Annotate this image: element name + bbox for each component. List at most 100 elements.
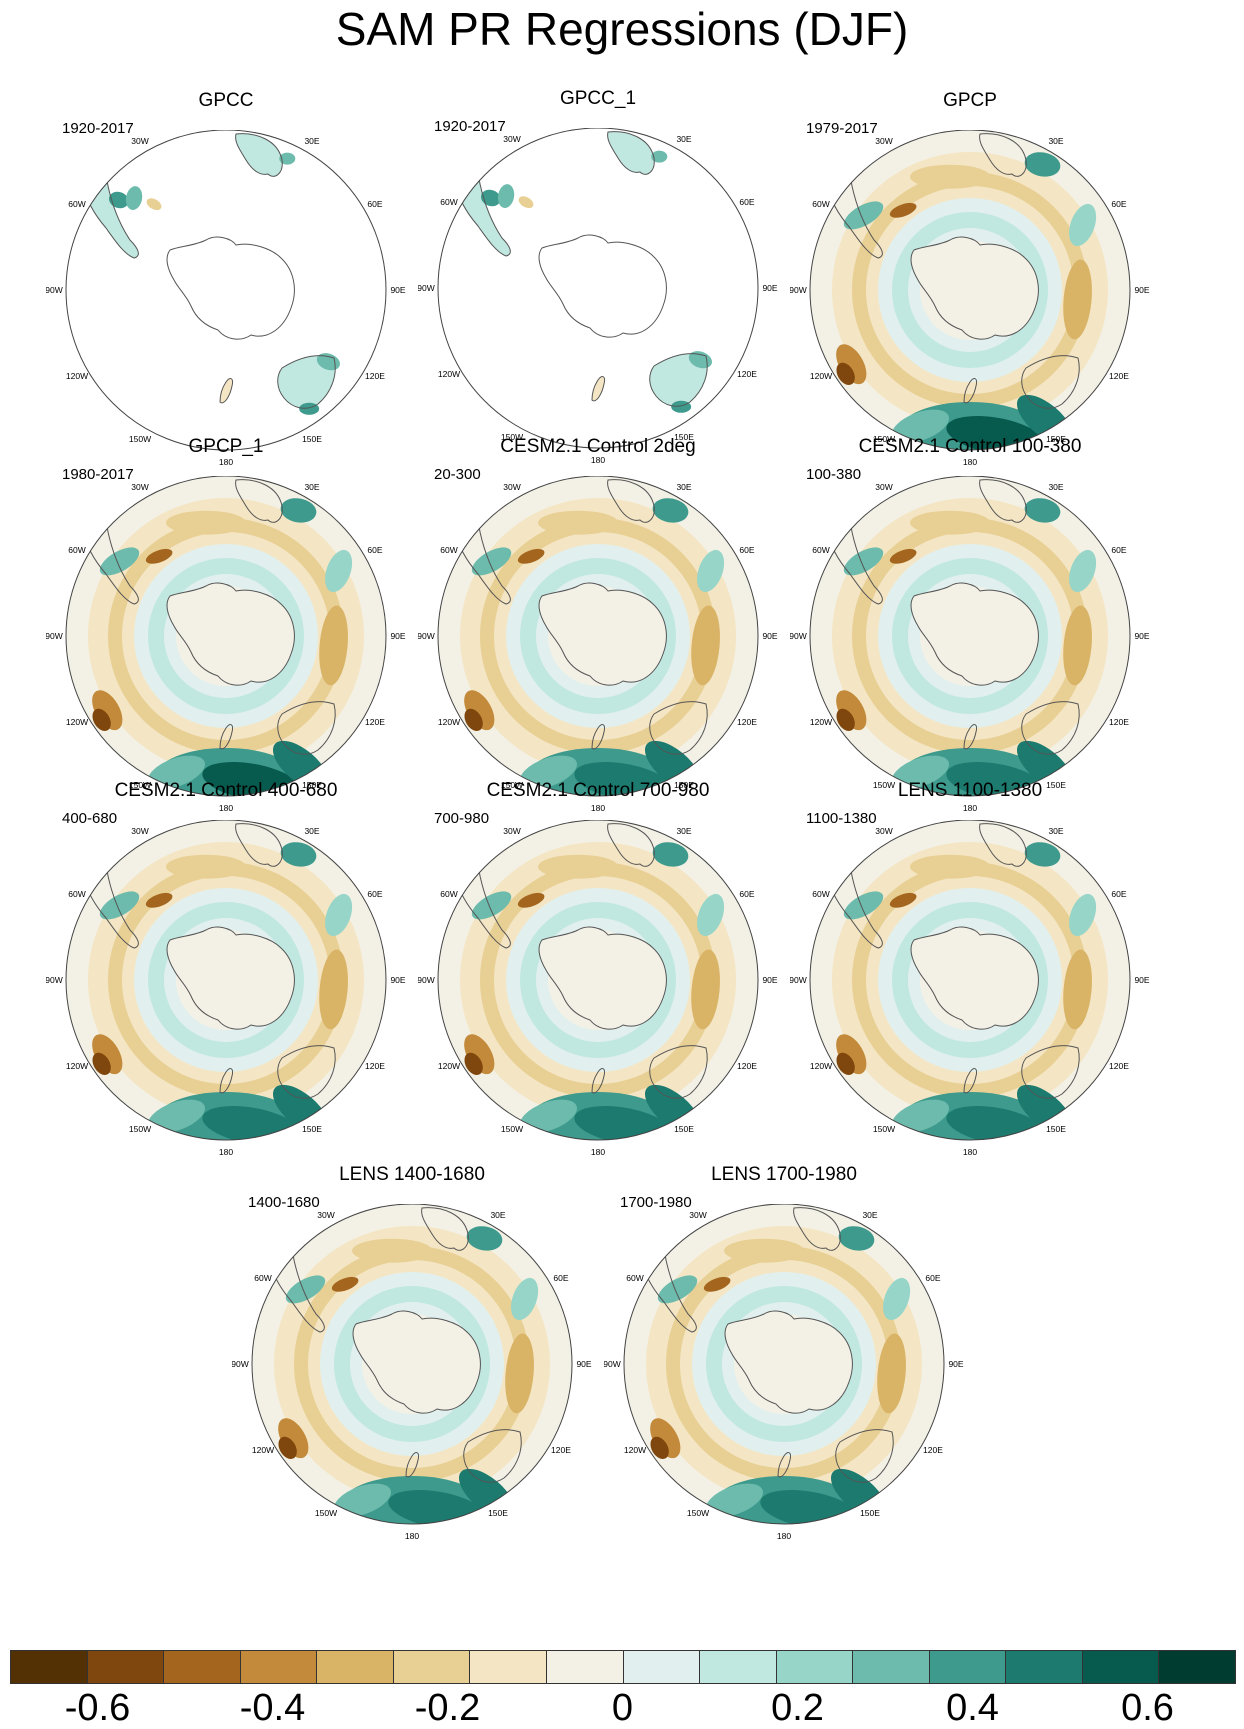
panel-period: 1980-2017 xyxy=(62,466,134,483)
longitude-label: 30E xyxy=(862,1210,877,1220)
colorbar-swatch xyxy=(239,1650,318,1684)
longitude-label: 90E xyxy=(762,975,777,985)
longitude-label: 90W xyxy=(418,631,435,641)
colorbar-swatch xyxy=(86,1650,165,1684)
longitude-label: 30W xyxy=(503,134,520,144)
longitude-label: 150E xyxy=(302,434,322,444)
longitude-label: 30E xyxy=(304,826,319,836)
longitude-label: 30W xyxy=(131,482,148,492)
colorbar-swatch xyxy=(1081,1650,1160,1684)
longitude-label: 60W xyxy=(626,1273,643,1283)
longitude-label: 120E xyxy=(1109,717,1129,727)
map-panel: LENS 1700-19801700-1980030E60E90E120E150… xyxy=(604,1164,964,1544)
colorbar-swatch xyxy=(316,1650,394,1684)
colorbar-tick-label: 0 xyxy=(611,1687,634,1729)
colorbar-swatch xyxy=(775,1650,854,1684)
panel-title: GPCP_1 xyxy=(188,436,264,457)
longitude-label: 120E xyxy=(365,717,385,727)
longitude-label: 150W xyxy=(873,780,895,790)
longitude-label: 150W xyxy=(129,1124,151,1134)
longitude-label: 150W xyxy=(315,1508,337,1518)
map-panel: GPCC1920-2017030E60E90E120E150E180150W12… xyxy=(46,90,406,470)
panel-title: CESM2.1 Control 400-680 xyxy=(114,780,338,801)
map-panel: GPCP_11980-2017030E60E90E120E150E180150W… xyxy=(46,436,406,816)
longitude-label: 90W xyxy=(418,283,435,293)
longitude-label: 90W xyxy=(46,975,63,985)
longitude-label: 120W xyxy=(810,717,832,727)
longitude-label: 90W xyxy=(604,1359,621,1369)
longitude-label: 90W xyxy=(46,631,63,641)
longitude-label: 150W xyxy=(501,1124,523,1134)
longitude-label: 90W xyxy=(418,975,435,985)
longitude-label: 60E xyxy=(1111,545,1126,555)
colorbar-tick-label: 0.2 xyxy=(771,1687,824,1729)
longitude-label: 150E xyxy=(488,1508,508,1518)
longitude-label: 30W xyxy=(875,826,892,836)
longitude-label: 180 xyxy=(591,455,605,465)
longitude-label: 60W xyxy=(440,545,457,555)
panel-period: 700-980 xyxy=(434,810,490,827)
longitude-label: 90W xyxy=(790,285,807,295)
longitude-label: 120E xyxy=(551,1445,571,1455)
longitude-label: 30E xyxy=(304,136,319,146)
colorbar xyxy=(10,1650,1236,1684)
colorbar-swatch xyxy=(545,1650,624,1684)
longitude-label: 120W xyxy=(624,1445,646,1455)
longitude-label: 150W xyxy=(501,780,523,790)
colorbar-swatch xyxy=(1005,1650,1083,1684)
longitude-label: 60E xyxy=(553,1273,568,1283)
longitude-label: 90E xyxy=(390,285,405,295)
longitude-label: 30E xyxy=(676,826,691,836)
longitude-label: 120W xyxy=(438,1061,460,1071)
longitude-label: 30W xyxy=(131,826,148,836)
panel-title: LENS 1700-1980 xyxy=(711,1164,857,1185)
panel-title: GPCP xyxy=(943,90,997,111)
antarctica-outline xyxy=(724,1310,853,1414)
longitude-label: 90E xyxy=(1134,975,1149,985)
longitude-label: 150W xyxy=(129,780,151,790)
longitude-label: 120W xyxy=(252,1445,274,1455)
longitude-label: 150E xyxy=(674,432,694,442)
longitude-label: 120E xyxy=(737,717,757,727)
panel-period: 1979-2017 xyxy=(806,120,878,137)
longitude-label: 60W xyxy=(812,889,829,899)
longitude-label: 120W xyxy=(66,371,88,381)
longitude-label: 150E xyxy=(302,1124,322,1134)
longitude-label: 150E xyxy=(674,1124,694,1134)
longitude-label: 120E xyxy=(1109,1061,1129,1071)
longitude-label: 150E xyxy=(1046,434,1066,444)
longitude-label: 120W xyxy=(438,369,460,379)
longitude-label: 120E xyxy=(1109,371,1129,381)
longitude-label: 150W xyxy=(501,432,523,442)
map-panel: CESM2.1 Control 2deg20-300030E60E90E120E… xyxy=(418,436,778,816)
map-panel: CESM2.1 Control 700-980700-980030E60E90E… xyxy=(418,780,778,1160)
panel-period: 1400-1680 xyxy=(248,1194,320,1211)
longitude-label: 120W xyxy=(810,371,832,381)
longitude-label: 150E xyxy=(302,780,322,790)
panel-period: 1920-2017 xyxy=(62,120,134,137)
longitude-label: 120E xyxy=(365,1061,385,1071)
longitude-label: 30W xyxy=(503,482,520,492)
map-panel: GPCC_11920-2017030E60E90E120E150E180150W… xyxy=(418,88,778,468)
longitude-label: 90W xyxy=(46,285,63,295)
longitude-label: 60W xyxy=(812,545,829,555)
longitude-label: 180 xyxy=(591,1147,605,1157)
longitude-label: 90E xyxy=(762,631,777,641)
longitude-label: 60W xyxy=(68,545,85,555)
longitude-label: 180 xyxy=(963,803,977,813)
longitude-label: 180 xyxy=(219,1147,233,1157)
colorbar-tick-label: -0.4 xyxy=(239,1687,306,1729)
longitude-label: 30W xyxy=(875,482,892,492)
colorbar-tick-label: 0.4 xyxy=(946,1687,999,1729)
longitude-label: 60W xyxy=(68,199,85,209)
longitude-label: 30E xyxy=(1048,136,1063,146)
longitude-label: 120W xyxy=(66,1061,88,1071)
colorbar-swatch xyxy=(1158,1650,1236,1684)
longitude-label: 60E xyxy=(739,889,754,899)
